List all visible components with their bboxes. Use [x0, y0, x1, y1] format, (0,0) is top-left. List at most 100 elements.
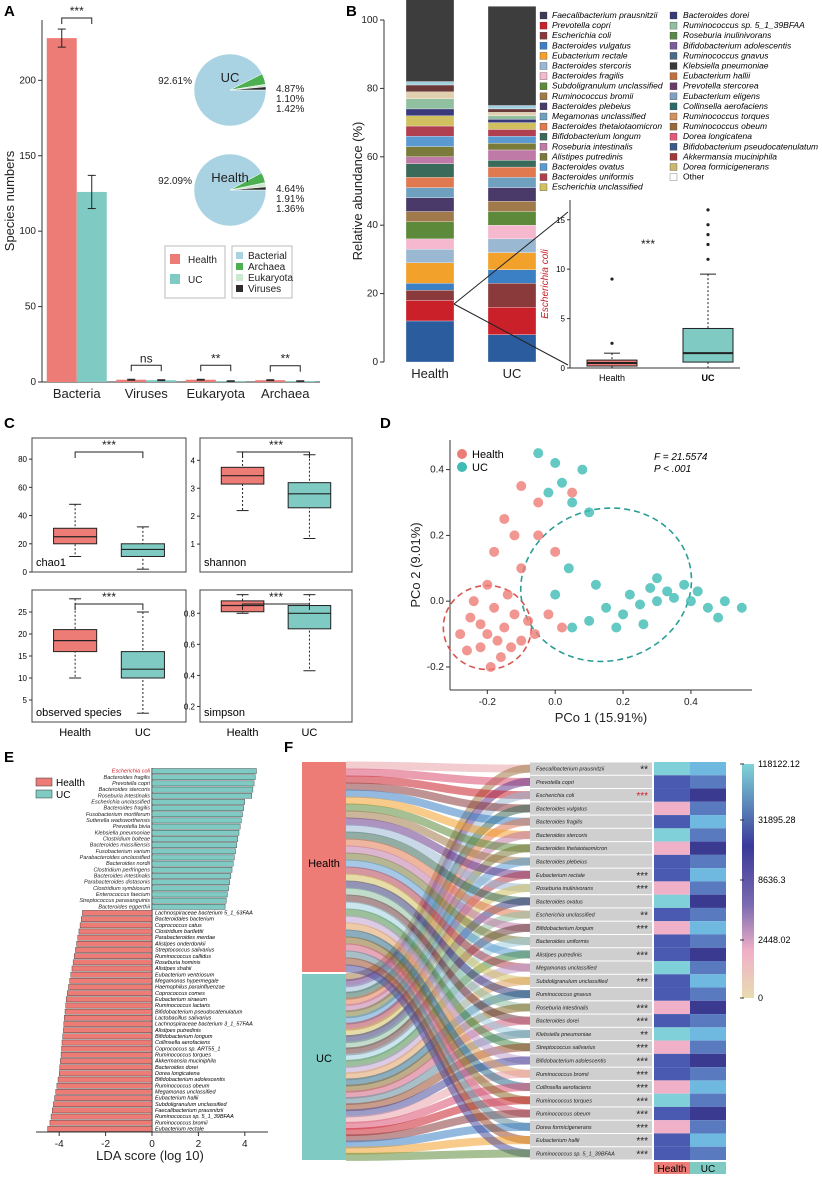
- species-label: Bifidobacterium adolescentis: [536, 1059, 606, 1065]
- alluvial-flow: [345, 796, 531, 839]
- alluvial-flow: [345, 922, 531, 1078]
- scatter-point-health: [550, 546, 561, 557]
- lda-label-health: Clostridium bartlettii: [155, 929, 204, 935]
- lda-bar-health: [62, 1033, 153, 1040]
- scatter-point-health: [455, 629, 466, 640]
- x-tick-label: Bacteria: [53, 386, 101, 401]
- heatmap-cell-uc: [690, 987, 726, 1001]
- scatter-point-uc: [543, 487, 554, 498]
- alluvial-flow: [345, 824, 531, 893]
- heatmap-cell-uc: [690, 788, 726, 802]
- species-significance: ***: [636, 1083, 648, 1094]
- species-significance: ***: [636, 1043, 648, 1054]
- species-block: [530, 1001, 652, 1014]
- heatmap-cell-health: [654, 841, 690, 855]
- lda-label-health: Parabacteroides merdae: [155, 935, 215, 941]
- heatmap-cell-uc: [690, 1120, 726, 1134]
- legend-label: Dorea formicigenerans: [683, 162, 770, 172]
- lda-label-health: Coprococcus comes: [155, 991, 205, 997]
- legend-label: Bifidobacterium longum: [552, 131, 641, 141]
- stack-segment: [487, 166, 537, 178]
- stack-segment: [487, 115, 537, 120]
- colorbar-tick-label: 8636.3: [758, 875, 786, 885]
- lda-label-uc: Roseburia intestinalis: [98, 793, 151, 799]
- group-label: UC: [316, 1053, 332, 1065]
- lda-bar-uc: [151, 786, 254, 793]
- species-label: Ruminococcus sp. 5_1_39BFAA: [536, 1151, 615, 1157]
- legend-label: Ruminococcus obeum: [683, 121, 767, 131]
- species-label: Roseburia inulinivorans: [536, 886, 593, 892]
- pie-value-label: 1.10%: [276, 94, 304, 105]
- y-tick-label: 1: [191, 540, 196, 549]
- panel-label-a: A: [4, 3, 15, 20]
- alluvial-flow: [345, 1083, 531, 1130]
- subplot-label: shannon: [204, 557, 246, 569]
- lda-label-health: Ruminococcus torques: [155, 1052, 211, 1058]
- lda-label-uc: Escherichia coli: [112, 769, 151, 775]
- lda-label-health: Alistipes shahii: [154, 966, 192, 972]
- alluvial-flow: [345, 859, 531, 959]
- legend-label: Bacteroides thetaiotaomicron: [552, 121, 662, 131]
- scatter-point-uc: [624, 589, 635, 600]
- lda-label-health: Haemophilus parainfluenzae: [155, 985, 225, 991]
- heatmap-cell-uc: [690, 907, 726, 922]
- species-block: [530, 842, 652, 855]
- scatter-point-uc: [590, 579, 601, 590]
- species-significance: ***: [636, 1123, 648, 1134]
- subplot-frame: [199, 589, 353, 723]
- alluvial-flow: [345, 789, 531, 826]
- lda-label-uc: Bacteroides intestinalis: [94, 874, 151, 880]
- inset-outlier: [706, 242, 710, 247]
- stack-segment: [487, 136, 537, 144]
- lda-label-health: Faecalibacterium prausnitzii: [155, 1108, 224, 1114]
- lda-label-health: Megamonas unclassified: [155, 1089, 216, 1095]
- legend-swatch: [539, 143, 548, 151]
- legend-swatch: [669, 21, 678, 30]
- stack-segment: [405, 163, 455, 178]
- lda-label-health: Akkermansia muciniphila: [154, 1059, 216, 1065]
- panel-a: 0 50 100 150 200 Species numbers Bacteria *** Vi…: [2, 4, 320, 401]
- scatter-point-health: [567, 487, 578, 498]
- alluvial-flow: [345, 1096, 531, 1137]
- scatter-point-health: [556, 622, 567, 633]
- scatter-point-health: [502, 589, 513, 600]
- inset-x-label: Health: [599, 373, 625, 383]
- species-label: Escherichia unclassified: [536, 913, 596, 919]
- stack-segment: [487, 187, 537, 202]
- scatter-point-uc: [550, 458, 561, 469]
- inset-y-tick-label: 10: [556, 265, 565, 274]
- legend-swatch: [669, 173, 678, 181]
- legend-label: Klebsiella pneumoniae: [683, 61, 769, 71]
- stack-segment: [405, 177, 455, 188]
- stack-segment: [487, 112, 537, 116]
- alluvial-flow: [345, 1149, 531, 1161]
- scatter-point-uc: [577, 464, 588, 475]
- stack-segment: [405, 283, 455, 291]
- x-tick-label: 0.2: [616, 697, 630, 708]
- heatmap-cell-health: [654, 828, 690, 842]
- lda-bar-uc: [151, 823, 241, 830]
- stack-segment: [487, 105, 537, 110]
- alluvial-flow: [345, 873, 531, 985]
- legend-swatch: [539, 102, 548, 111]
- alluvial-flow: [345, 803, 531, 853]
- species-significance: **: [640, 765, 648, 776]
- species-label: Streptococcus salivarius: [536, 1045, 596, 1051]
- species-significance: ***: [636, 950, 648, 961]
- legend-label: Health: [188, 255, 217, 266]
- pie-label: Health: [211, 170, 249, 185]
- lda-label-uc: Fusobacterium varium: [96, 849, 151, 855]
- y-axis-title: Relative abundance (%): [350, 122, 365, 261]
- stack-segment: [405, 221, 455, 240]
- heatmap-cell-uc: [690, 947, 726, 961]
- alluvial-flow: [345, 852, 531, 946]
- legend-label: Health: [472, 449, 504, 461]
- lda-label-health: Lachnospiraceae bacterium 5_1_63FAA: [155, 911, 253, 917]
- alluvial-flow: [345, 866, 531, 972]
- stack-segment: [487, 269, 537, 284]
- heatmap-cell-health: [654, 1027, 690, 1041]
- species-block: [530, 815, 652, 828]
- inset-y-tick-label: 15: [556, 216, 565, 225]
- heatmap-cell-uc: [690, 828, 726, 842]
